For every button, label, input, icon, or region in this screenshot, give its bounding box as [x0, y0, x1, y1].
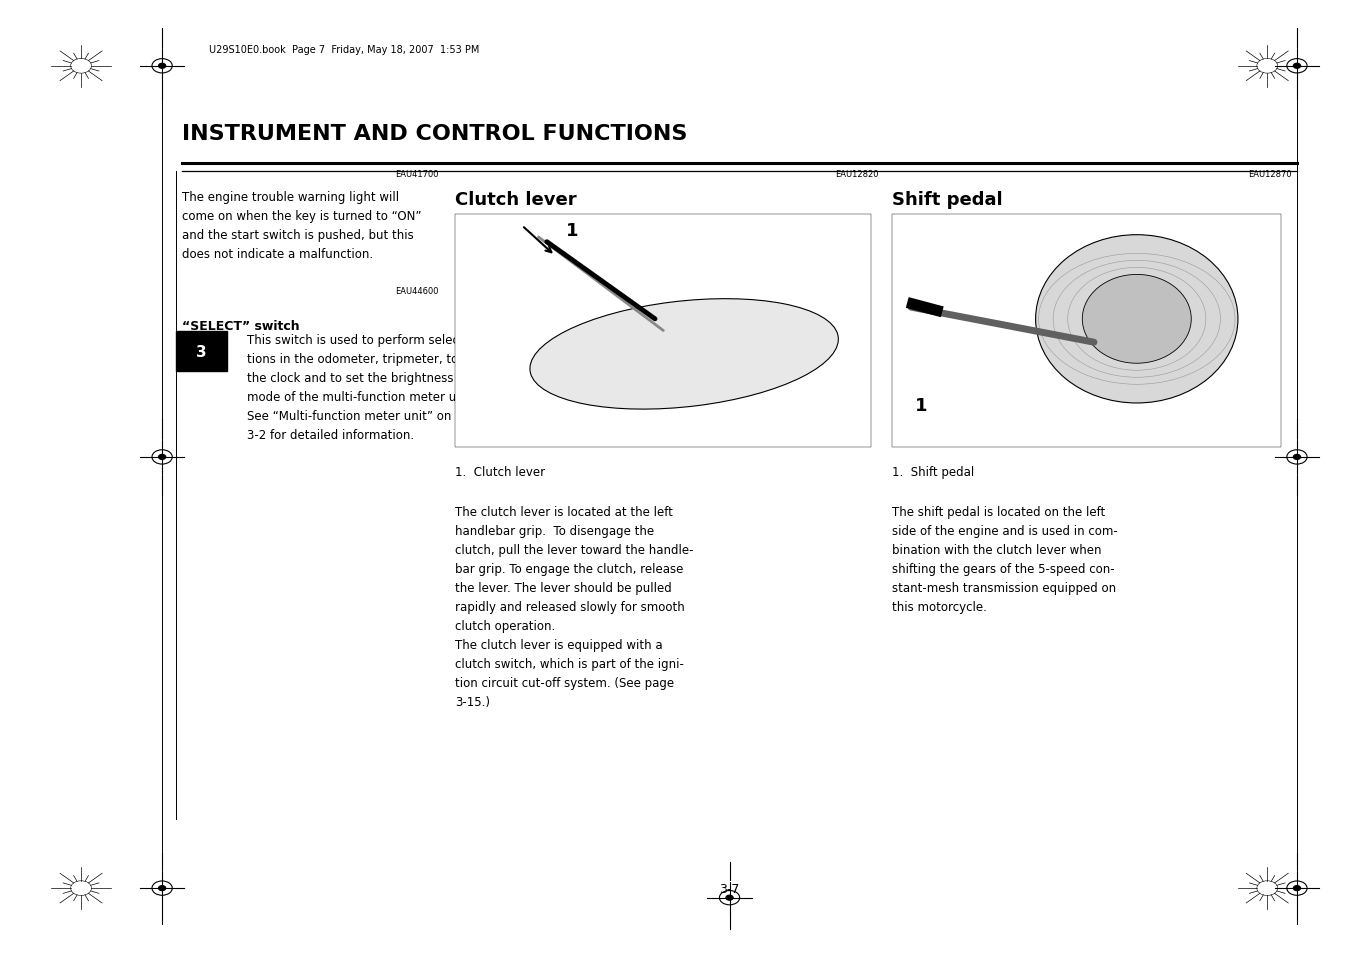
Ellipse shape [1036, 235, 1238, 403]
Circle shape [1293, 455, 1301, 460]
Ellipse shape [1082, 275, 1192, 364]
Bar [455, 214, 871, 448]
Text: 1: 1 [915, 396, 928, 415]
Text: 1: 1 [566, 221, 578, 239]
Ellipse shape [530, 299, 839, 410]
Text: U29S10E0.book  Page 7  Friday, May 18, 2007  1:53 PM: U29S10E0.book Page 7 Friday, May 18, 200… [209, 45, 480, 54]
FancyBboxPatch shape [176, 332, 227, 372]
Circle shape [725, 895, 734, 901]
Text: INSTRUMENT AND CONTROL FUNCTIONS: INSTRUMENT AND CONTROL FUNCTIONS [182, 124, 688, 144]
Text: 3: 3 [196, 344, 207, 359]
Text: EAU41700: EAU41700 [396, 171, 439, 179]
Text: 3-7: 3-7 [719, 882, 740, 895]
Text: 1.  Clutch lever: 1. Clutch lever [455, 465, 546, 478]
Text: 1.  Shift pedal: 1. Shift pedal [892, 465, 974, 478]
Text: “SELECT” switch: “SELECT” switch [182, 319, 300, 333]
Text: EAU12820: EAU12820 [835, 171, 878, 179]
Text: EAU44600: EAU44600 [396, 287, 439, 295]
Text: The shift pedal is located on the left
side of the engine and is used in com-
bi: The shift pedal is located on the left s… [892, 505, 1117, 613]
Bar [892, 214, 1281, 448]
Circle shape [158, 885, 166, 891]
Circle shape [158, 64, 166, 70]
Text: Clutch lever: Clutch lever [455, 191, 577, 209]
Circle shape [1293, 885, 1301, 891]
Text: The engine trouble warning light will
come on when the key is turned to “ON”
and: The engine trouble warning light will co… [182, 191, 422, 260]
Text: EAU12870: EAU12870 [1248, 171, 1292, 179]
Text: Shift pedal: Shift pedal [892, 191, 1002, 209]
Circle shape [158, 455, 166, 460]
Text: This switch is used to perform selec-
tions in the odometer, tripmeter, to set
t: This switch is used to perform selec- ti… [247, 334, 485, 441]
Text: The clutch lever is located at the left
handlebar grip.  To disengage the
clutch: The clutch lever is located at the left … [455, 505, 694, 708]
Circle shape [1293, 64, 1301, 70]
